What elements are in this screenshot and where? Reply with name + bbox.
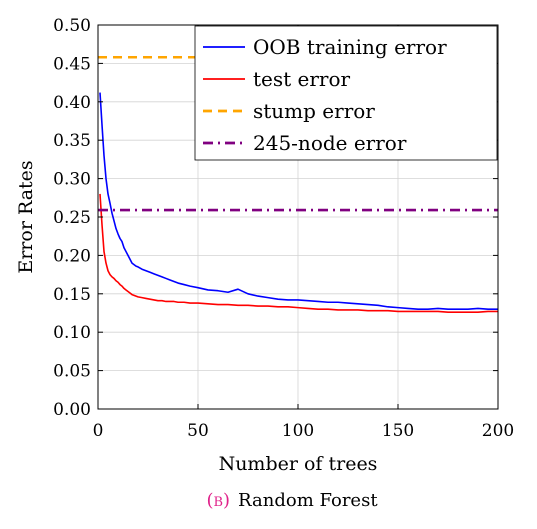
x-tick-label: 150 (382, 421, 414, 441)
figure-caption: (b) Random Forest (206, 490, 378, 511)
y-axis-label: Error Rates (15, 160, 37, 273)
y-tick-label: 0.25 (53, 208, 91, 228)
y-tick-label: 0.00 (53, 400, 91, 420)
x-tick-label: 100 (282, 421, 314, 441)
x-tick-label: 0 (93, 421, 104, 441)
tick-labels: 0.00 0.05 0.10 0.15 0.20 0.25 0.30 0.35 0.40 0.45… (53, 16, 514, 441)
x-axis-label: Number of trees (219, 453, 378, 475)
y-tick-label: 0.40 (53, 93, 91, 113)
y-tick-label: 0.20 (53, 246, 91, 266)
y-tick-label: 0.10 (53, 323, 91, 343)
series-line-test-error (99, 193, 498, 314)
series-line-oob-training-error (99, 92, 498, 310)
y-tick-label: 0.35 (53, 131, 91, 151)
legend: OOB training error test error stump error 2… (194, 25, 498, 161)
y-tick-label: 0.45 (53, 54, 91, 74)
legend-label-oob-training-error: OOB training error (253, 35, 447, 59)
legend-label-stump-error: stump error (253, 99, 375, 123)
legend-label-test-error: test error (253, 67, 351, 91)
y-tick-label: 0.05 (53, 362, 91, 382)
x-tick-label: 200 (482, 421, 514, 441)
y-tick-label: 0.30 (53, 170, 91, 190)
caption-tag: (b) (206, 490, 230, 511)
x-tick-label: 50 (187, 421, 209, 441)
y-tick-label: 0.50 (53, 16, 91, 36)
legend-box (194, 25, 498, 161)
legend-label-245-node-error: 245-node error (253, 131, 407, 155)
y-tick-label: 0.15 (53, 285, 91, 305)
caption-text: Random Forest (238, 490, 378, 511)
